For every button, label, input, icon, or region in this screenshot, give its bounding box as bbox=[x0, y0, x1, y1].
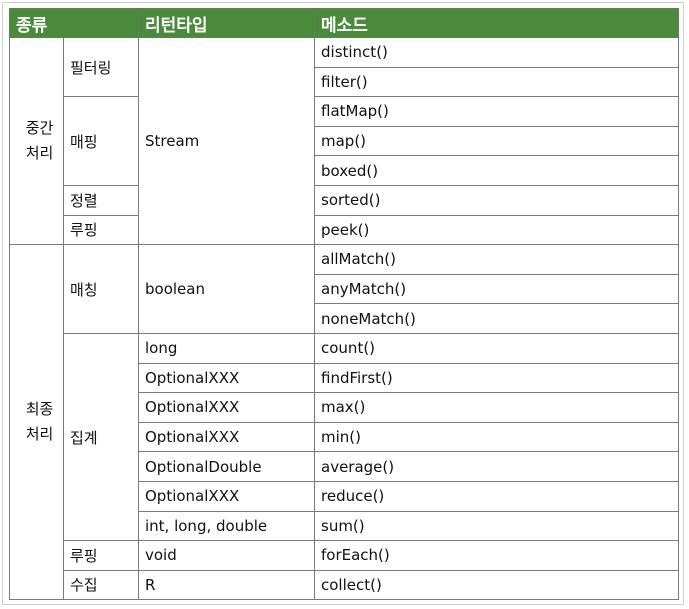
table-row: 루핑 peek() bbox=[10, 214, 679, 246]
group-looping: 루핑 bbox=[63, 540, 139, 571]
method-cell: min() bbox=[314, 421, 679, 453]
section-terminal: 최종처리 bbox=[9, 244, 64, 601]
table-row: map() bbox=[10, 125, 679, 157]
method-cell: collect() bbox=[314, 569, 679, 601]
return-type-cell: OptionalXXX bbox=[138, 392, 315, 423]
section-label: 최종처리 bbox=[25, 400, 54, 444]
method-cell: allMatch() bbox=[314, 244, 679, 275]
table-row: 집계 long count() bbox=[10, 332, 679, 542]
return-type-cell: int, long, double bbox=[138, 510, 315, 542]
return-void: void bbox=[138, 540, 315, 571]
method-cell: sorted() bbox=[314, 184, 679, 216]
method-cell: distinct() bbox=[314, 37, 679, 68]
header-kind: 종류 bbox=[9, 8, 139, 38]
return-type-cell: OptionalXXX bbox=[138, 480, 315, 512]
table-row: 최종처리 매칭 boolean allMatch() bbox=[9, 244, 679, 601]
stream-methods-table: 종류 리턴타입 메소드 중간처리 필터링 Stream distinct() f… bbox=[9, 8, 679, 601]
table-row: boxed() bbox=[10, 155, 679, 186]
method-cell: flatMap() bbox=[314, 96, 679, 127]
table-row: 매핑 flatMap() bbox=[10, 96, 679, 186]
method-cell: map() bbox=[314, 125, 679, 157]
method-cell: filter() bbox=[314, 66, 679, 98]
table-row: 수집 R collect() bbox=[10, 569, 679, 601]
table-row: 중간처리 필터링 Stream distinct() bbox=[9, 36, 679, 246]
method-cell: sum() bbox=[314, 510, 679, 542]
group-sorting: 정렬 bbox=[63, 184, 139, 216]
group-looping: 루핑 bbox=[63, 214, 139, 246]
return-type-cell: OptionalXXX bbox=[138, 362, 315, 394]
return-type-cell: long bbox=[138, 332, 315, 364]
group-aggregation: 집계 bbox=[63, 332, 139, 542]
return-type-cell: OptionalDouble bbox=[138, 451, 315, 482]
table-row: OptionalXXX max() bbox=[10, 392, 679, 423]
method-cell: forEach() bbox=[314, 540, 679, 571]
return-type-cell: OptionalXXX bbox=[138, 421, 315, 453]
table-row: 루핑 void forEach() bbox=[10, 540, 679, 571]
group-filtering: 필터링 bbox=[63, 36, 139, 98]
group-matching: 매칭 bbox=[63, 244, 139, 334]
return-r: R bbox=[138, 569, 315, 601]
section-label: 중간처리 bbox=[25, 119, 54, 163]
group-mapping: 매핑 bbox=[63, 96, 139, 186]
method-cell: reduce() bbox=[314, 480, 679, 512]
method-cell: noneMatch() bbox=[314, 303, 679, 334]
section-intermediate: 중간처리 bbox=[9, 36, 64, 246]
method-cell: findFirst() bbox=[314, 362, 679, 394]
group-collecting: 수집 bbox=[63, 569, 139, 601]
table-row: OptionalXXX min() bbox=[10, 421, 679, 453]
method-cell: anyMatch() bbox=[314, 273, 679, 305]
method-cell: count() bbox=[314, 332, 679, 364]
table-row: OptionalXXX reduce() bbox=[10, 480, 679, 512]
method-cell: boxed() bbox=[314, 155, 679, 186]
method-cell: average() bbox=[314, 451, 679, 482]
table-row: 정렬 sorted() bbox=[10, 184, 679, 216]
method-cell: peek() bbox=[314, 214, 679, 246]
method-cell: max() bbox=[314, 392, 679, 423]
header-row: 종류 리턴타입 메소드 bbox=[9, 8, 679, 38]
return-boolean: boolean bbox=[138, 244, 315, 334]
header-return-type: 리턴타입 bbox=[138, 8, 315, 38]
table-row: OptionalXXX findFirst() bbox=[10, 362, 679, 394]
header-method: 메소드 bbox=[314, 8, 679, 38]
return-stream: Stream bbox=[138, 36, 315, 246]
